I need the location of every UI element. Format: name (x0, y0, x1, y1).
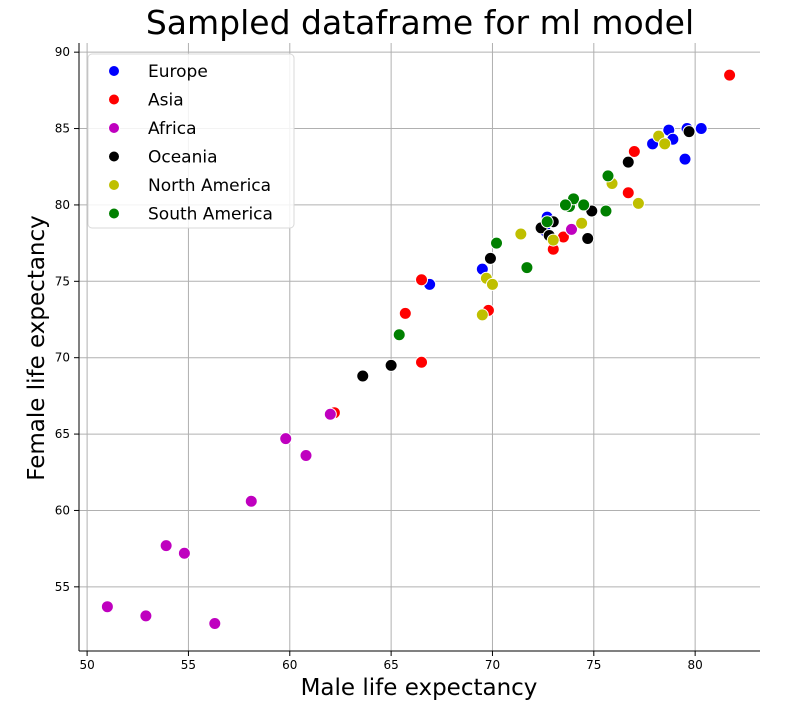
y-tick-label: 75 (55, 274, 70, 288)
legend-marker (108, 65, 120, 77)
data-point (627, 144, 641, 158)
data-point (415, 273, 429, 287)
legend-marker (108, 122, 120, 134)
data-point (398, 306, 412, 320)
data-point (323, 407, 337, 421)
legend: Europe Asia Africa Oceania North America Sout… (87, 53, 295, 229)
legend-label: Africa (148, 119, 197, 139)
legend-label: South America (148, 205, 273, 225)
legend-label: Europe (148, 62, 208, 82)
y-tick-label: 55 (55, 580, 70, 594)
x-tick-label: 50 (79, 658, 94, 672)
data-point (621, 155, 635, 169)
data-point (678, 152, 692, 166)
data-point (565, 222, 579, 236)
data-point (483, 251, 497, 265)
data-point (599, 204, 613, 218)
data-point (723, 68, 737, 82)
y-tick-label: 60 (55, 503, 70, 517)
data-point (520, 261, 534, 275)
legend-box (87, 53, 295, 229)
legend-marker (108, 207, 120, 220)
y-tick-label: 65 (55, 427, 70, 441)
x-axis-label: Male life expectancy (301, 675, 538, 701)
x-tick-label: 80 (688, 658, 703, 672)
data-point (514, 227, 528, 241)
data-point (581, 232, 595, 246)
x-tick-label: 65 (383, 658, 398, 672)
data-point (621, 186, 635, 200)
y-tick-label: 85 (55, 122, 70, 136)
data-point (244, 494, 258, 508)
y-tick-label: 90 (55, 45, 70, 59)
x-axis-ticks: 50 55 60 65 70 75 80 (79, 651, 703, 672)
data-point (658, 137, 672, 151)
y-tick-label: 70 (55, 351, 70, 365)
data-point (392, 328, 406, 342)
data-point (279, 432, 293, 446)
legend-marker (108, 150, 120, 163)
x-tick-label: 70 (485, 658, 500, 672)
legend-label: Asia (148, 91, 184, 111)
data-point (415, 355, 429, 369)
data-point (384, 358, 398, 372)
y-axis-ticks: 55 60 65 70 75 80 85 90 (55, 45, 79, 594)
chart-title: Sampled dataframe for ml model (146, 3, 694, 42)
legend-label: North America (148, 176, 271, 196)
x-tick-label: 55 (181, 658, 196, 672)
y-tick-label: 80 (55, 198, 70, 212)
data-point (558, 198, 572, 212)
data-point (475, 308, 489, 322)
x-tick-label: 75 (586, 658, 601, 672)
data-point (577, 198, 591, 212)
data-point (485, 277, 499, 291)
legend-marker (108, 93, 120, 106)
data-point (299, 448, 313, 462)
legend-label: Oceania (148, 148, 218, 168)
data-point (601, 169, 615, 183)
data-point (682, 125, 696, 139)
data-point (356, 369, 370, 383)
data-point (694, 122, 708, 136)
data-point (177, 546, 191, 560)
data-point (575, 216, 589, 230)
data-point (546, 233, 560, 247)
data-point (139, 609, 153, 623)
y-axis-label: Female life expectancy (24, 215, 50, 481)
legend-marker (108, 179, 120, 191)
data-point (100, 600, 114, 614)
x-tick-label: 60 (282, 658, 297, 672)
data-point (159, 539, 173, 553)
data-points (100, 68, 737, 631)
data-point (490, 236, 504, 250)
data-point (631, 196, 645, 210)
grid-lines (79, 43, 760, 651)
axis-spines (78, 43, 760, 652)
data-point (540, 215, 554, 229)
data-point (208, 617, 222, 631)
